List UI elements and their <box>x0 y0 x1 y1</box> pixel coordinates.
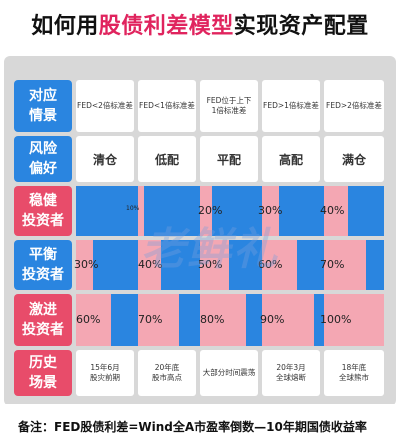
stable-pct: 40% <box>320 204 345 217</box>
preference-cell: 高配 <box>262 136 320 182</box>
label-aggressive: 激进 投资者 <box>14 294 72 346</box>
stable-allocation-fill <box>200 186 212 236</box>
balanced-pct: 30% <box>74 258 99 271</box>
stable-allocation-fill <box>262 186 280 236</box>
history-cell: 20年3月 全球熔断 <box>262 350 320 396</box>
page-title: 如何用 股债利差模型 实现资产配置 <box>0 0 400 48</box>
stable-pct: 10% <box>126 205 140 212</box>
stable-pct: 30% <box>258 204 283 217</box>
aggressive-allocation-fill <box>324 294 384 346</box>
aggressive-pct: 90% <box>260 313 285 326</box>
title-prefix: 如何用 <box>31 14 99 39</box>
preference-cell: 清仓 <box>76 136 134 182</box>
label-situation: 对应 情景 <box>14 80 72 132</box>
history-cell: 20年底 股市高点 <box>138 350 196 396</box>
preference-cell: 满仓 <box>324 136 384 182</box>
stable-allocation-band <box>76 186 384 236</box>
history-cell: 大部分时间震荡 <box>200 350 258 396</box>
label-stable: 稳健 投资者 <box>14 186 72 236</box>
label-history: 历史 场景 <box>14 350 72 396</box>
situation-cell: FED位于上下 1倍标准差 <box>200 80 258 132</box>
balanced-allocation-band <box>76 240 384 290</box>
preference-cell: 低配 <box>138 136 196 182</box>
aggressive-allocation-band <box>76 294 384 346</box>
balanced-allocation-fill <box>262 240 297 290</box>
balanced-pct: 50% <box>198 258 223 271</box>
footnote: 备注：FED股债利差=Wind全A市盈率倒数—10年期国债收益率 <box>0 404 400 448</box>
aggressive-pct: 70% <box>138 313 163 326</box>
balanced-allocation-fill <box>138 240 162 290</box>
history-cell: 18年底 全球熊市 <box>324 350 384 396</box>
situation-cell: FED>1倍标准差 <box>262 80 320 132</box>
history-cell: 15年6月 股灾前期 <box>76 350 134 396</box>
aggressive-pct: 80% <box>200 313 225 326</box>
title-highlight: 股债利差模型 <box>98 14 234 39</box>
label-preference: 风险 偏好 <box>14 136 72 182</box>
aggressive-allocation-fill <box>262 294 315 346</box>
balanced-allocation-fill <box>200 240 229 290</box>
label-balanced: 平衡 投资者 <box>14 240 72 290</box>
aggressive-pct: 60% <box>76 313 101 326</box>
balanced-pct: 60% <box>258 258 283 271</box>
stable-allocation-fill <box>138 186 144 236</box>
stable-pct: 20% <box>198 204 223 217</box>
situation-cell: FED<1倍标准差 <box>138 80 196 132</box>
aggressive-allocation-fill <box>138 294 179 346</box>
stable-allocation-fill <box>324 186 348 236</box>
aggressive-allocation-fill <box>200 294 247 346</box>
balanced-allocation-fill <box>76 240 94 290</box>
situation-cell: FED<2倍标准差 <box>76 80 134 132</box>
aggressive-allocation-fill <box>76 294 111 346</box>
preference-cell: 平配 <box>200 136 258 182</box>
situation-cell: FED>2倍标准差 <box>324 80 384 132</box>
title-suffix: 实现资产配置 <box>233 14 369 39</box>
balanced-pct: 70% <box>320 258 345 271</box>
balanced-pct: 40% <box>138 258 163 271</box>
balanced-allocation-fill <box>324 240 366 290</box>
aggressive-pct: 100% <box>320 313 352 326</box>
